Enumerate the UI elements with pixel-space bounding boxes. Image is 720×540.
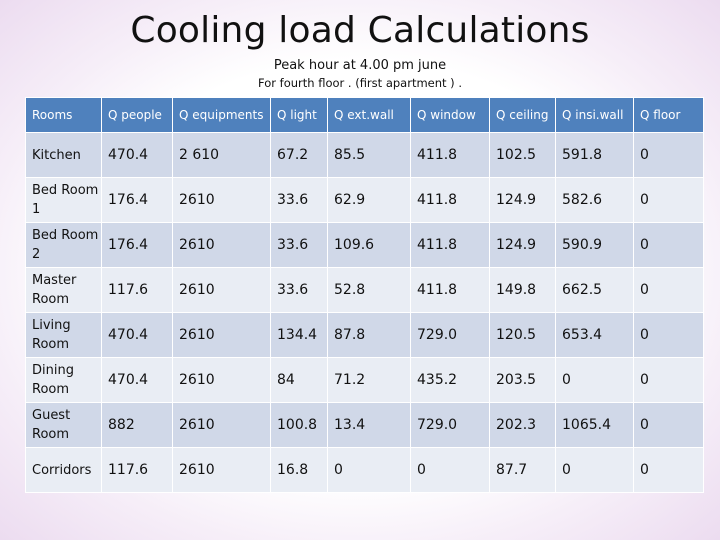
cell-q-ceiling: 149.8 — [489, 267, 556, 313]
cell-q-light: 67.2 — [270, 132, 328, 178]
cell-q-floor: 0 — [633, 267, 704, 313]
cell-q-ext-wall: 109.6 — [327, 222, 411, 268]
column-header-q-insi-wall: Q insi.wall — [555, 97, 634, 133]
cell-q-equipments: 2610 — [172, 447, 271, 493]
table-row: Bed Room 1 176.4 2610 33.6 62.9 411.8 124.9 582… — [25, 177, 704, 223]
column-header-q-people: Q people — [101, 97, 173, 133]
cell-q-insi-wall: 590.9 — [555, 222, 634, 268]
cell-q-floor: 0 — [633, 312, 704, 358]
cell-q-floor: 0 — [633, 402, 704, 448]
cell-q-ext-wall: 0 — [327, 447, 411, 493]
column-header-rooms: Rooms — [25, 97, 102, 133]
cell-q-people: 882 — [101, 402, 173, 448]
cooling-load-table: Rooms Q people Q equipments Q light Q ex… — [25, 97, 704, 493]
page-title: Cooling load Calculations — [130, 10, 590, 51]
cell-q-equipments: 2610 — [172, 357, 271, 403]
table-row: Dining Room 470.4 2610 84 71.2 435.2 203.5 0 0 — [25, 357, 704, 403]
cell-q-ext-wall: 87.8 — [327, 312, 411, 358]
cell-room-name: Dining Room — [25, 357, 102, 403]
cell-q-people: 117.6 — [101, 267, 173, 313]
cell-q-ext-wall: 71.2 — [327, 357, 411, 403]
cell-q-insi-wall: 582.6 — [555, 177, 634, 223]
cell-q-floor: 0 — [633, 222, 704, 268]
cell-q-light: 16.8 — [270, 447, 328, 493]
cell-q-window: 729.0 — [410, 312, 490, 358]
cell-q-light: 33.6 — [270, 177, 328, 223]
cell-q-floor: 0 — [633, 357, 704, 403]
cell-q-window: 435.2 — [410, 357, 490, 403]
cell-q-window: 411.8 — [410, 132, 490, 178]
cell-room-name: Guest Room — [25, 402, 102, 448]
cell-q-light: 33.6 — [270, 222, 328, 268]
cell-q-people: 470.4 — [101, 357, 173, 403]
page-subtitle: Peak hour at 4.00 pm june — [273, 58, 447, 73]
cell-q-floor: 0 — [633, 177, 704, 223]
cell-q-equipments: 2610 — [172, 312, 271, 358]
cell-q-insi-wall: 591.8 — [555, 132, 634, 178]
cell-q-window: 729.0 — [410, 402, 490, 448]
cell-room-name: Kitchen — [25, 132, 102, 178]
cell-q-light: 100.8 — [270, 402, 328, 448]
table-row: Living Room 470.4 2610 134.4 87.8 729.0 120.5 6… — [25, 312, 704, 358]
cell-q-window: 411.8 — [410, 177, 490, 223]
column-header-q-window: Q window — [410, 97, 490, 133]
cell-room-name: Master Room — [25, 267, 102, 313]
cell-q-light: 134.4 — [270, 312, 328, 358]
cell-q-equipments: 2610 — [172, 402, 271, 448]
cell-q-insi-wall: 0 — [555, 357, 634, 403]
cell-q-equipments: 2610 — [172, 222, 271, 268]
column-header-q-ext-wall: Q ext.wall — [327, 97, 411, 133]
cell-q-equipments: 2 610 — [172, 132, 271, 178]
cell-q-light: 33.6 — [270, 267, 328, 313]
cell-q-floor: 0 — [633, 132, 704, 178]
cell-q-ceiling: 124.9 — [489, 222, 556, 268]
table-row: Guest Room 882 2610 100.8 13.4 729.0 202.3 1065… — [25, 402, 704, 448]
cell-q-window: 411.8 — [410, 222, 490, 268]
cell-q-people: 470.4 — [101, 312, 173, 358]
cell-q-ceiling: 87.7 — [489, 447, 556, 493]
cell-q-window: 411.8 — [410, 267, 490, 313]
cell-room-name: Bed Room 1 — [25, 177, 102, 223]
cell-q-insi-wall: 0 — [555, 447, 634, 493]
column-header-q-light: Q light — [270, 97, 328, 133]
table-row: Kitchen 470.4 2 610 67.2 85.5 411.8 102.5 591.8… — [25, 132, 704, 178]
page-subtitle-floor: For fourth floor . (first apartment ) . — [258, 76, 462, 90]
cell-q-ext-wall: 62.9 — [327, 177, 411, 223]
cell-q-floor: 0 — [633, 447, 704, 493]
table-row: Bed Room 2 176.4 2610 33.6 109.6 411.8 124.9 59… — [25, 222, 704, 268]
cell-q-people: 176.4 — [101, 177, 173, 223]
cell-q-people: 470.4 — [101, 132, 173, 178]
table-header-row: Rooms Q people Q equipments Q light Q ex… — [25, 97, 704, 133]
cell-q-people: 117.6 — [101, 447, 173, 493]
table-body: Kitchen 470.4 2 610 67.2 85.5 411.8 102.5 591.8… — [25, 132, 704, 493]
cell-q-ext-wall: 13.4 — [327, 402, 411, 448]
table-row: Master Room 117.6 2610 33.6 52.8 411.8 149.8 66… — [25, 267, 704, 313]
column-header-q-floor: Q floor — [633, 97, 704, 133]
cell-q-ext-wall: 85.5 — [327, 132, 411, 178]
column-header-q-equipments: Q equipments — [172, 97, 271, 133]
cell-q-insi-wall: 662.5 — [555, 267, 634, 313]
cell-room-name: Living Room — [25, 312, 102, 358]
cell-q-ceiling: 102.5 — [489, 132, 556, 178]
cell-q-insi-wall: 1065.4 — [555, 402, 634, 448]
cell-room-name: Corridors — [25, 447, 102, 493]
cell-q-ceiling: 202.3 — [489, 402, 556, 448]
cell-q-window: 0 — [410, 447, 490, 493]
cell-q-insi-wall: 653.4 — [555, 312, 634, 358]
cell-q-equipments: 2610 — [172, 177, 271, 223]
table-row: Corridors 117.6 2610 16.8 0 0 87.7 0 0 — [25, 447, 704, 493]
cell-q-ext-wall: 52.8 — [327, 267, 411, 313]
cell-q-people: 176.4 — [101, 222, 173, 268]
cell-room-name: Bed Room 2 — [25, 222, 102, 268]
cell-q-light: 84 — [270, 357, 328, 403]
cell-q-ceiling: 120.5 — [489, 312, 556, 358]
column-header-q-ceiling: Q ceiling — [489, 97, 556, 133]
cell-q-ceiling: 203.5 — [489, 357, 556, 403]
cell-q-equipments: 2610 — [172, 267, 271, 313]
cell-q-ceiling: 124.9 — [489, 177, 556, 223]
